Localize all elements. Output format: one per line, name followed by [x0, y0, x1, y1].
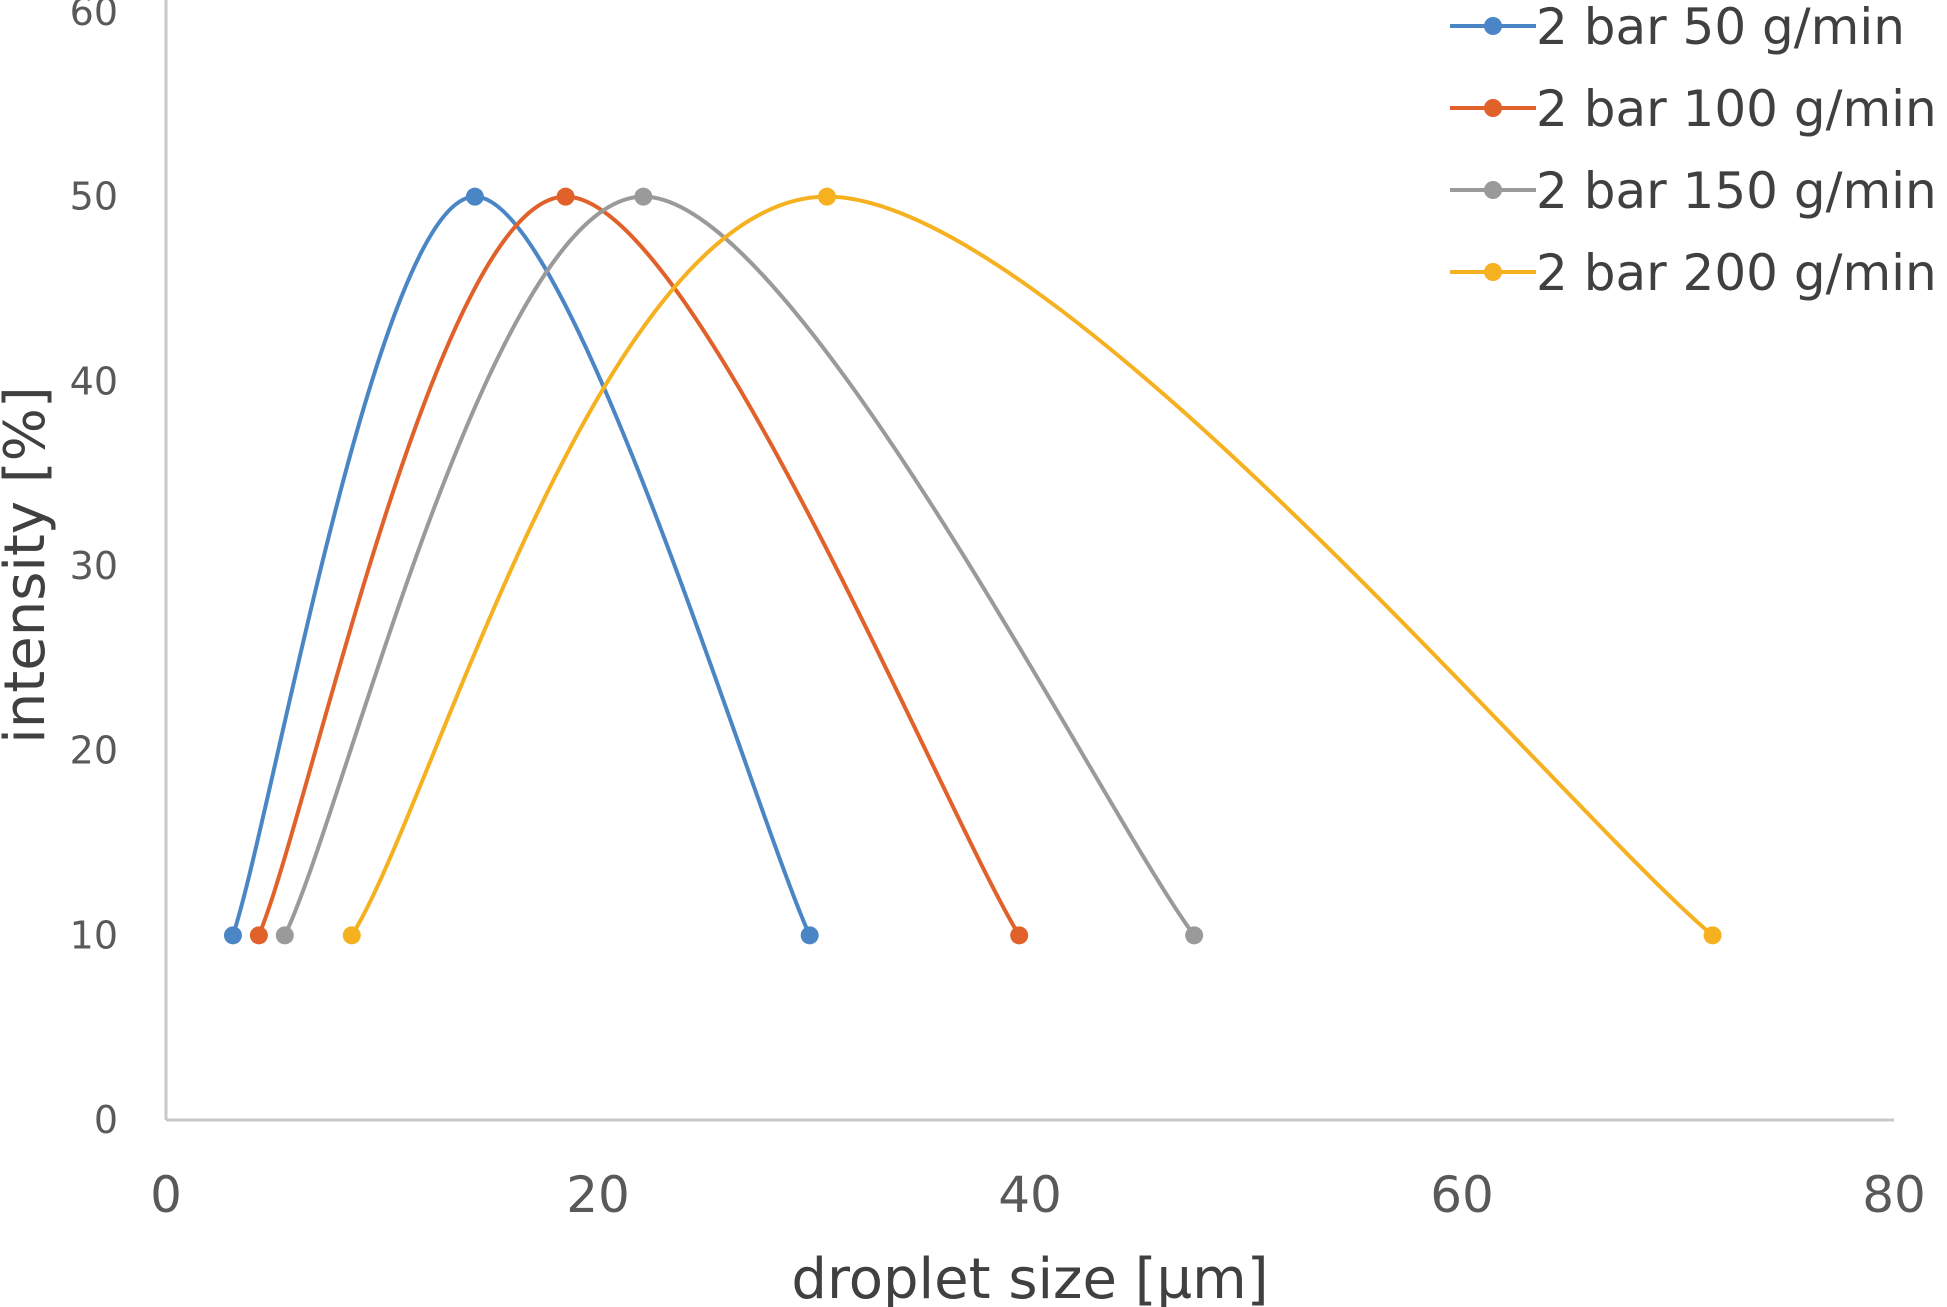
y-tick-label: 30	[70, 544, 118, 588]
data-point-marker	[465, 187, 484, 206]
x-tick-label: 0	[150, 1166, 182, 1224]
legend-label: 2 bar 200 g/min	[1536, 244, 1937, 302]
data-point-marker	[275, 926, 294, 945]
series-lines	[223, 187, 1722, 945]
data-point-marker	[634, 187, 653, 206]
x-axis-title: droplet size [µm]	[791, 1247, 1268, 1307]
legend-item: 2 bar 150 g/min	[1450, 162, 1937, 220]
series-4	[342, 187, 1722, 945]
legend: 2 bar 50 g/min 2 bar 100 g/min 2 bar 150 g…	[1450, 0, 1937, 302]
legend-marker	[1484, 17, 1502, 35]
series-1	[223, 187, 819, 945]
y-tick-label: 50	[70, 175, 118, 219]
legend-marker	[1484, 181, 1502, 199]
y-tick-label: 10	[70, 913, 118, 957]
data-point-marker	[1185, 926, 1204, 945]
series-line	[349, 194, 1715, 938]
x-tick-label: 80	[1862, 1166, 1926, 1224]
legend-label: 2 bar 150 g/min	[1536, 162, 1937, 220]
legend-item: 2 bar 50 g/min	[1450, 0, 1905, 56]
x-tick-label: 40	[998, 1166, 1062, 1224]
y-tick-label: 0	[94, 1098, 118, 1142]
data-point-marker	[556, 187, 575, 206]
legend-marker	[1484, 263, 1502, 281]
data-point-marker	[223, 926, 242, 945]
series-3	[275, 187, 1204, 945]
legend-label: 2 bar 50 g/min	[1536, 0, 1905, 56]
series-2	[249, 187, 1029, 945]
x-tick-label: 20	[566, 1166, 630, 1224]
plot-area	[164, 0, 1894, 1122]
y-tick-labels: 0 10 20 30 40 50 60	[70, 0, 118, 1142]
x-tick-label: 60	[1430, 1166, 1494, 1224]
legend-item: 2 bar 100 g/min	[1450, 80, 1937, 138]
y-tick-label: 40	[70, 359, 118, 403]
data-point-marker	[817, 187, 836, 206]
legend-item: 2 bar 200 g/min	[1450, 244, 1937, 302]
data-point-marker	[249, 926, 268, 945]
data-point-marker	[342, 926, 361, 945]
legend-marker	[1484, 99, 1502, 117]
data-point-marker	[1010, 926, 1029, 945]
data-point-marker	[800, 926, 819, 945]
y-tick-label: 20	[70, 729, 118, 773]
series-line	[256, 194, 1022, 938]
x-tick-labels: 0 20 40 60 80	[150, 1166, 1926, 1224]
data-point-marker	[1703, 926, 1722, 945]
y-tick-label: 60	[70, 0, 118, 34]
series-line	[230, 194, 812, 938]
legend-label: 2 bar 100 g/min	[1536, 80, 1937, 138]
y-axis-title: intensity [%]	[0, 386, 58, 744]
